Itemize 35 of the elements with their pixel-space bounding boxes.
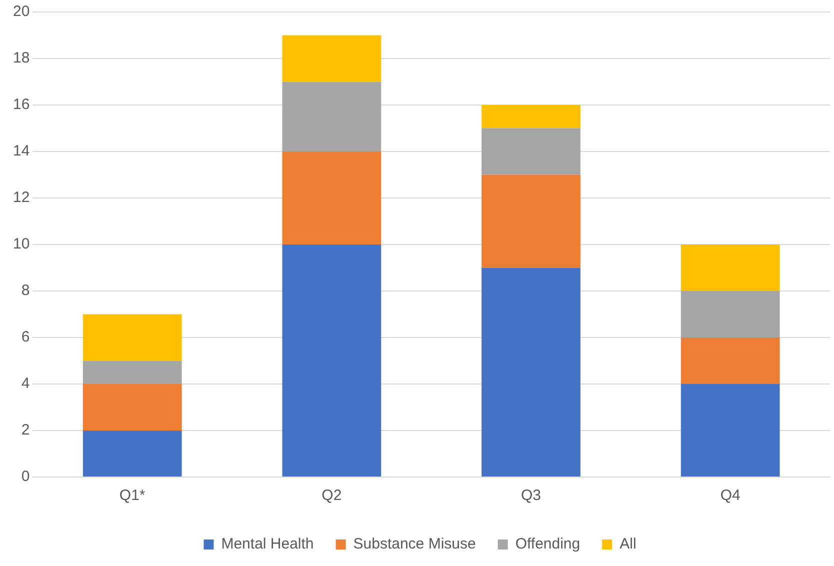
bar bbox=[82, 430, 182, 476]
x-tick-label: Q4 bbox=[720, 487, 740, 504]
y-tick-label: 10 bbox=[12, 236, 30, 253]
legend-label: Mental Health bbox=[221, 536, 314, 553]
bar bbox=[282, 244, 382, 476]
bar bbox=[82, 360, 182, 384]
y-tick-label: 20 bbox=[12, 3, 30, 20]
bar bbox=[82, 384, 182, 430]
y-tick-label: 14 bbox=[12, 142, 30, 160]
bar bbox=[82, 314, 182, 361]
bar bbox=[282, 35, 382, 82]
bar bbox=[482, 268, 580, 476]
y-tick-label: 16 bbox=[12, 96, 30, 114]
y-tick-label: 0 bbox=[21, 468, 30, 486]
x-tick-label: Q3 bbox=[521, 487, 542, 504]
legend-label: All bbox=[620, 536, 636, 553]
bar bbox=[482, 128, 580, 175]
bar bbox=[282, 82, 382, 152]
bar bbox=[680, 338, 780, 384]
legend-label: Offending bbox=[515, 536, 580, 553]
bar bbox=[482, 105, 580, 128]
y-tick-label: 2 bbox=[21, 422, 30, 439]
x-tick-label: Q1* bbox=[119, 487, 146, 504]
y-tick-label: 18 bbox=[12, 50, 30, 67]
bar bbox=[282, 152, 382, 244]
bar bbox=[680, 244, 780, 291]
y-tick-label: 4 bbox=[21, 375, 30, 392]
y-tick-label: 8 bbox=[21, 282, 30, 300]
y-tick-label: 6 bbox=[21, 328, 30, 346]
bar bbox=[482, 174, 580, 268]
bar bbox=[680, 291, 780, 338]
bar bbox=[680, 384, 780, 476]
x-tick-label: Q2 bbox=[322, 487, 342, 504]
legend-label: Substance Misuse bbox=[353, 536, 476, 553]
y-tick-label: 12 bbox=[12, 189, 30, 206]
